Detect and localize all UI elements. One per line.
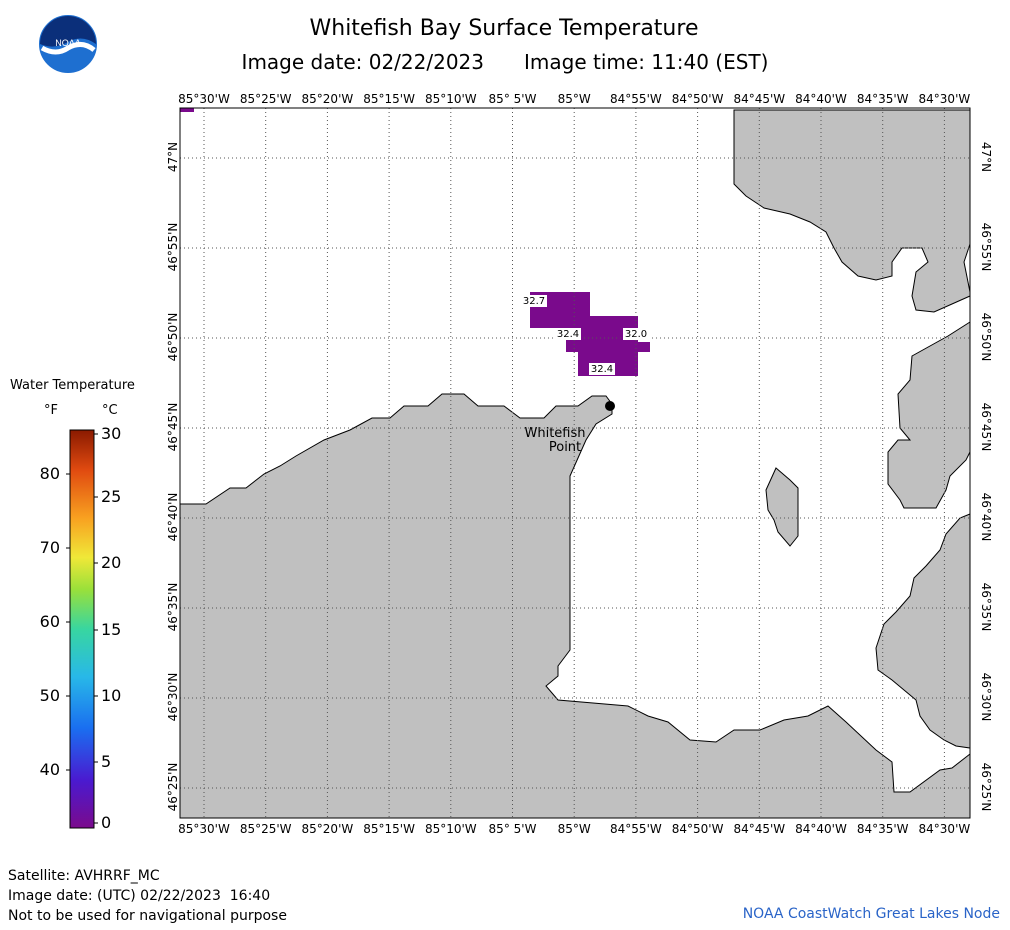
place-label-line2: Point	[549, 440, 581, 455]
temperature-data-patch	[530, 292, 650, 376]
lat-label-right: 46°40'N	[979, 492, 993, 542]
lat-label-left: 46°25'N	[166, 762, 180, 812]
source-credit: NOAA CoastWatch Great Lakes Node	[742, 906, 1000, 922]
c-tick-label: 10	[101, 686, 122, 705]
satellite-label: Satellite: AVHRRF_MC	[8, 868, 160, 884]
lon-label-bottom: 85° 5'W	[488, 822, 537, 836]
data-pixel-corner	[180, 108, 194, 112]
f-tick-label: 60	[39, 612, 60, 631]
c-tick-label: 25	[101, 487, 122, 506]
lat-label-left: 46°30'N	[166, 672, 180, 722]
legend-title: Water Temperature	[10, 378, 135, 393]
unit-f-label: °F	[44, 403, 58, 418]
lon-label-top: 85° 5'W	[488, 92, 537, 106]
noaa-logo-icon: NOAA	[36, 12, 100, 80]
lon-label-top: 84°40'W	[795, 92, 847, 106]
f-tick-label: 40	[39, 760, 60, 779]
footer-info: Satellite: AVHRRF_MC Image date: (UTC) 0…	[8, 866, 287, 926]
legend-ticks	[66, 433, 98, 824]
c-tick-label: 5	[101, 752, 112, 771]
lon-label-top: 84°50'W	[671, 92, 724, 106]
image-date-label: Image date: 02/22/2023	[241, 50, 485, 74]
lon-label-top: 85°20'W	[301, 92, 354, 106]
lon-label-bottom: 84°35'W	[856, 822, 909, 836]
lon-label-bottom: 85°20'W	[301, 822, 354, 836]
lon-label-bottom: 85°W	[557, 822, 591, 836]
lon-label-bottom: 85°25'W	[239, 822, 292, 836]
lat-label-left: 46°35'N	[166, 582, 180, 632]
image-time-label: Image time: 11:40 (EST)	[524, 50, 769, 74]
temp-label: 32.4	[591, 364, 613, 375]
temp-label: 32.7	[523, 296, 545, 307]
lat-label-right: 46°50'N	[979, 312, 993, 362]
c-tick-label: 20	[101, 553, 122, 572]
land-southeast	[875, 513, 971, 749]
c-tick-label: 15	[101, 620, 122, 639]
lat-label-left: 47°N	[166, 141, 180, 173]
lat-label-right: 47°N	[979, 141, 993, 173]
lat-label-right: 46°45'N	[979, 402, 993, 452]
image-datetime: Image date: 02/22/2023 Image time: 11:40 …	[0, 50, 1010, 74]
temp-label: 32.4	[557, 329, 579, 340]
lon-label-bottom: 84°50'W	[671, 822, 724, 836]
f-tick-label: 80	[39, 464, 60, 483]
lon-label-bottom: 85°30'W	[178, 822, 230, 836]
lat-label-right: 46°35'N	[979, 582, 993, 632]
f-tick-label: 70	[39, 538, 60, 557]
map-frame	[179, 107, 971, 819]
lon-label-bottom: 84°40'W	[795, 822, 847, 836]
lon-label-top: 84°30'W	[918, 92, 971, 106]
lon-label-bottom: 84°55'W	[610, 822, 662, 836]
lon-label-top: 85°W	[557, 92, 591, 106]
lon-label-bottom: 84°30'W	[918, 822, 971, 836]
lon-label-bottom: 85°10'W	[424, 822, 477, 836]
lat-label-left: 46°50'N	[166, 312, 180, 362]
c-tick-label: 0	[101, 813, 112, 832]
land-east-mid	[887, 321, 971, 509]
lon-label-top: 84°35'W	[856, 92, 909, 106]
unit-c-label: °C	[102, 403, 118, 418]
lon-label-top: 85°10'W	[424, 92, 477, 106]
whitefish-point-marker	[605, 401, 615, 411]
temp-label: 32.0	[625, 329, 647, 340]
legend-units: °F °C	[44, 403, 124, 418]
lat-label-left: 46°45'N	[166, 402, 180, 452]
lat-label-left: 46°55'N	[166, 222, 180, 272]
disclaimer-label: Not to be used for navigational purpose	[8, 908, 287, 924]
f-tick-label: 50	[39, 686, 60, 705]
lat-label-left: 46°40'N	[166, 492, 180, 542]
legend-color-bar	[69, 429, 95, 829]
lon-label-bottom: 84°45'W	[733, 822, 786, 836]
logo-text: NOAA	[55, 38, 81, 48]
lon-label-top: 85°25'W	[239, 92, 292, 106]
lat-label-right: 46°25'N	[979, 762, 993, 812]
place-label-line1: Whitefish	[524, 426, 585, 441]
lat-label-right: 46°30'N	[979, 672, 993, 722]
utc-date-label: Image date: (UTC) 02/22/2023 16:40	[8, 888, 271, 904]
lon-label-top: 85°15'W	[363, 92, 415, 106]
land-south	[179, 393, 971, 819]
lon-label-bottom: 85°15'W	[363, 822, 415, 836]
lon-label-top: 84°55'W	[610, 92, 662, 106]
lat-label-right: 46°55'N	[979, 222, 993, 272]
lon-label-top: 85°30'W	[178, 92, 230, 106]
page-title: Whitefish Bay Surface Temperature	[309, 16, 699, 41]
c-tick-label: 30	[101, 424, 122, 443]
island	[765, 467, 799, 547]
lon-label-top: 84°45'W	[733, 92, 786, 106]
